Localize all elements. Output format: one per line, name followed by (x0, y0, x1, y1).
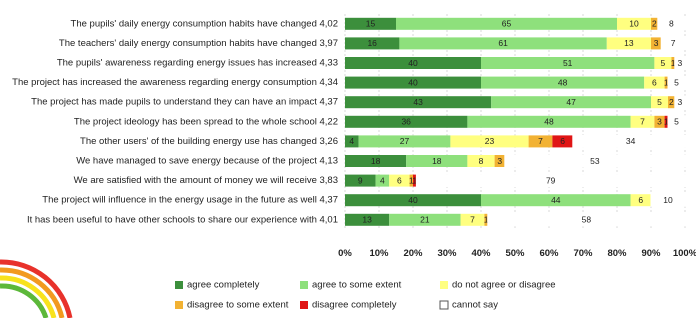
category-label: The project has made pupils to understan… (31, 97, 338, 108)
value-label: 5 (657, 97, 662, 107)
value-label: 7 (470, 215, 475, 225)
value-label: 8 (669, 19, 674, 29)
value-label: 48 (544, 117, 554, 127)
value-label: 23 (485, 136, 495, 146)
x-tick-label: 10% (369, 248, 389, 259)
value-label: 53 (590, 156, 600, 166)
x-tick-label: 60% (539, 248, 559, 259)
decoration (0, 262, 70, 318)
value-label: 3 (654, 38, 659, 48)
value-label: 36 (401, 117, 411, 127)
category-label: The project ideology has been spread to … (74, 116, 338, 127)
value-label: 51 (563, 58, 573, 68)
legend-swatch (175, 281, 183, 289)
value-label: 15 (366, 19, 376, 29)
x-tick-label: 90% (641, 248, 661, 259)
value-label: 6 (560, 136, 565, 146)
legend-swatch (440, 281, 448, 289)
value-label: 27 (400, 136, 410, 146)
category-label: The pupils' daily energy consumption hab… (71, 18, 338, 29)
value-label: 5 (674, 117, 679, 127)
category-label: The pupils' awareness regarding energy i… (57, 58, 338, 69)
value-label: 4 (349, 136, 354, 146)
legend-label: do not agree or disagree (452, 280, 556, 291)
value-label: 16 (367, 38, 377, 48)
value-label: 58 (582, 215, 592, 225)
value-label: 44 (551, 195, 561, 205)
value-label: 21 (420, 215, 430, 225)
value-label: 18 (371, 156, 381, 166)
x-tick-label: 40% (471, 248, 491, 259)
value-label: 7 (640, 117, 645, 127)
legend-swatch (300, 301, 308, 309)
value-label: 40 (408, 77, 418, 87)
category-label: The project will influence in the energy… (42, 195, 338, 206)
category-label: The other users' of the building energy … (80, 136, 338, 147)
value-label: 43 (413, 97, 423, 107)
value-label: 8 (479, 156, 484, 166)
value-label: 47 (566, 97, 576, 107)
legend-label: agree completely (187, 280, 260, 291)
legend-label: cannot say (452, 300, 498, 311)
value-label: 7 (671, 38, 676, 48)
value-label: 2 (669, 97, 674, 107)
value-label: 3 (678, 58, 683, 68)
category-label: The teachers' daily energy consumption h… (59, 38, 338, 49)
value-label: 10 (663, 195, 673, 205)
value-label: 13 (624, 38, 634, 48)
value-label: 6 (638, 195, 643, 205)
value-label: 61 (498, 38, 508, 48)
value-label: 7 (538, 136, 543, 146)
value-label: 9 (358, 175, 363, 185)
value-label: 40 (408, 58, 418, 68)
x-tick-label: 0% (338, 248, 352, 259)
x-tick-label: 80% (607, 248, 627, 259)
value-label: 5 (661, 58, 666, 68)
value-label: 34 (626, 136, 636, 146)
value-label: 48 (558, 77, 568, 87)
legend-swatch (175, 301, 183, 309)
x-tick-label: 20% (403, 248, 423, 259)
value-label: 18 (432, 156, 442, 166)
legend-label: agree to some extent (312, 280, 402, 291)
category-label: The project has increased the awareness … (12, 77, 338, 88)
category-label: It has been useful to have other schools… (27, 214, 338, 225)
x-tick-label: 70% (573, 248, 593, 259)
value-label: 3 (678, 97, 683, 107)
value-label: 79 (546, 175, 556, 185)
legend-swatch (440, 301, 448, 309)
value-label: 5 (674, 77, 679, 87)
value-label: 40 (408, 195, 418, 205)
value-label: 6 (397, 175, 402, 185)
x-tick-label: 30% (437, 248, 457, 259)
value-label: 6 (652, 77, 657, 87)
category-label: We are satisfied with the amount of mone… (74, 175, 338, 186)
legend-label: disagree completely (312, 300, 397, 311)
value-label: 3 (497, 156, 502, 166)
value-label: 3 (657, 117, 662, 127)
value-label: 4 (380, 175, 385, 185)
value-label: 2 (652, 19, 657, 29)
value-label: 10 (629, 19, 639, 29)
x-tick-label: 50% (505, 248, 525, 259)
x-tick-label: 100% (673, 248, 696, 259)
chart: 0% 10% 20% 30% 40% 50% 60% 70% 80% 90% 100% The pup… (0, 0, 696, 318)
value-label: 65 (502, 19, 512, 29)
legend-label: disagree to some extent (187, 300, 289, 311)
legend-swatch (300, 281, 308, 289)
value-label: 13 (362, 215, 372, 225)
category-label: We have managed to save energy because o… (76, 156, 338, 167)
